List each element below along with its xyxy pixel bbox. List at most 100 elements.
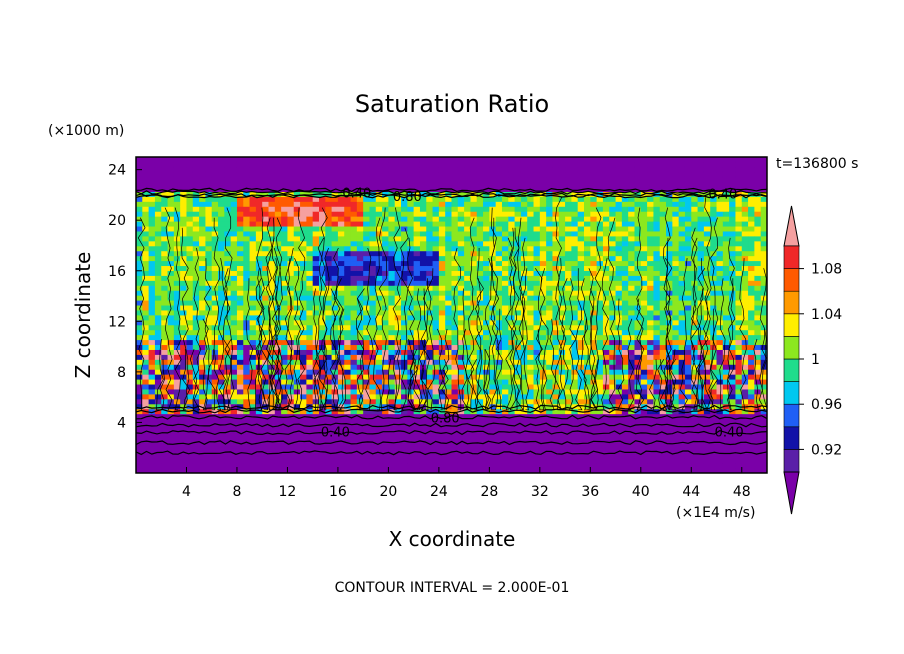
- field-cell: [407, 428, 415, 434]
- field-cell: [136, 295, 143, 301]
- field-cell: [501, 196, 509, 202]
- field-cell: [161, 231, 168, 237]
- field-cell: [312, 231, 320, 237]
- field-cell: [394, 334, 402, 341]
- field-cell: [407, 349, 415, 355]
- field-cell: [337, 334, 345, 341]
- field-cell: [483, 226, 490, 232]
- field-cell: [287, 285, 295, 291]
- field-cell: [457, 191, 465, 197]
- field-cell: [293, 315, 301, 321]
- field-cell: [520, 339, 528, 346]
- field-cell: [495, 408, 503, 415]
- field-cell: [413, 384, 421, 390]
- field-cell: [300, 329, 307, 336]
- field-cell: [369, 250, 377, 257]
- field-cell: [356, 398, 364, 405]
- field-cell: [268, 438, 276, 444]
- field-cell: [312, 418, 320, 425]
- field-cell: [571, 176, 579, 183]
- field-cell: [602, 359, 610, 365]
- field-cell: [401, 260, 408, 267]
- field-cell: [236, 265, 244, 271]
- field-cell: [609, 186, 616, 192]
- field-cell: [173, 354, 181, 360]
- field-cell: [236, 270, 244, 276]
- field-cell: [577, 438, 585, 444]
- field-cell: [331, 458, 339, 464]
- field-cell: [205, 305, 213, 311]
- field-cell: [243, 280, 250, 286]
- field-cell: [344, 206, 351, 212]
- field-cell: [527, 349, 534, 355]
- field-cell: [539, 161, 547, 168]
- field-cell: [602, 171, 610, 178]
- field-cell: [584, 231, 591, 237]
- field-cell: [142, 433, 150, 439]
- field-cell: [457, 161, 465, 168]
- field-cell: [432, 260, 440, 267]
- field-cell: [363, 463, 370, 469]
- field-cell: [350, 398, 358, 405]
- field-cell: [363, 398, 370, 405]
- field-cell: [192, 255, 200, 262]
- field-cell: [148, 408, 156, 415]
- field-cell: [615, 384, 623, 390]
- field-cell: [312, 408, 320, 415]
- field-cell: [533, 290, 541, 296]
- field-cell: [615, 270, 623, 276]
- field-cell: [520, 349, 528, 355]
- field-cell: [533, 468, 541, 473]
- field-cell: [615, 334, 623, 341]
- field-cell: [508, 245, 515, 252]
- field-cell: [615, 250, 623, 257]
- field-cell: [224, 240, 232, 247]
- field-cell: [249, 250, 257, 257]
- field-cell: [501, 359, 509, 365]
- field-cell: [375, 319, 383, 326]
- field-cell: [148, 295, 156, 301]
- field-cell: [445, 329, 452, 336]
- field-cell: [344, 349, 351, 355]
- field-cell: [565, 161, 572, 168]
- field-cell: [344, 324, 351, 331]
- field-cell: [584, 275, 591, 281]
- field-cell: [388, 250, 396, 257]
- field-cell: [533, 408, 541, 415]
- field-cell: [344, 364, 351, 370]
- field-cell: [565, 206, 572, 212]
- field-cell: [382, 463, 389, 469]
- field-cell: [413, 176, 421, 183]
- field-cell: [432, 280, 440, 286]
- field-cell: [218, 176, 225, 183]
- field-cell: [161, 453, 168, 459]
- field-cell: [218, 226, 225, 232]
- field-cell: [192, 265, 200, 271]
- field-cell: [318, 379, 326, 385]
- field-cell: [457, 354, 465, 360]
- field-cell: [249, 240, 257, 247]
- field-cell: [318, 260, 326, 267]
- field-cell: [173, 166, 181, 173]
- field-cell: [413, 364, 421, 370]
- field-cell: [565, 344, 572, 350]
- field-cell: [451, 433, 459, 439]
- field-cell: [464, 275, 471, 281]
- field-cell: [565, 458, 572, 464]
- field-cell: [344, 369, 351, 375]
- field-cell: [199, 216, 206, 222]
- field-cell: [602, 275, 610, 281]
- field-cell: [401, 275, 408, 281]
- field-cell: [312, 176, 320, 183]
- field-cell: [590, 265, 598, 271]
- field-cell: [432, 221, 440, 227]
- field-cell: [287, 463, 295, 469]
- field-cell: [489, 364, 497, 370]
- field-cell: [337, 433, 345, 439]
- field-cell: [602, 344, 610, 350]
- field-cell: [445, 201, 452, 207]
- field-cell: [148, 226, 156, 232]
- field-cell: [375, 468, 383, 473]
- field-cell: [527, 433, 534, 439]
- field-cell: [558, 211, 566, 217]
